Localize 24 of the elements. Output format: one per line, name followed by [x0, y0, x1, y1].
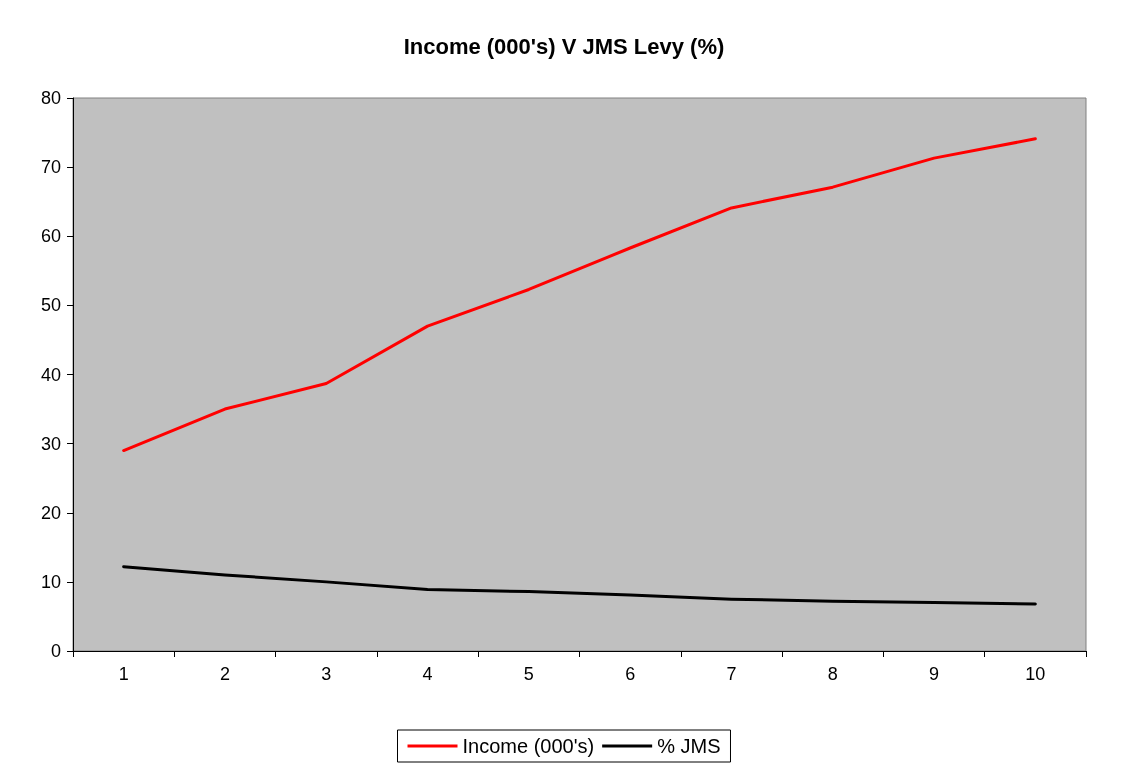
chart-title: Income (000's) V JMS Levy (%) — [403, 33, 725, 59]
y-tick-label: 80 — [40, 88, 61, 108]
y-tick-label: 50 — [40, 295, 61, 316]
line-series — [122, 137, 1037, 453]
x-tick-label: 9 — [929, 664, 940, 684]
x-tick-label: 6 — [625, 664, 636, 684]
y-tick-label: 70 — [40, 157, 61, 178]
x-tick-label: 5 — [523, 664, 534, 684]
y-tick-label: 40 — [40, 364, 61, 385]
x-tick-label: 7 — [726, 664, 737, 684]
y-tick-label: 10 — [40, 571, 61, 592]
y-tick-label: 30 — [40, 433, 61, 454]
x-tick-label: 10 — [1025, 664, 1046, 684]
y-tick-label: 60 — [40, 226, 61, 247]
line-series — [122, 565, 1037, 606]
legend-label: Income (000's) — [462, 735, 595, 757]
y-tick-label: 20 — [40, 502, 61, 523]
x-tick-label: 3 — [321, 664, 332, 684]
x-tick-label: 8 — [827, 664, 838, 684]
x-tick-label: 1 — [118, 664, 129, 684]
x-tick-label: 2 — [219, 664, 230, 684]
legend-label: % JMS — [657, 735, 721, 757]
x-tick-label: 4 — [422, 664, 433, 684]
y-tick-label: 0 — [50, 641, 61, 661]
